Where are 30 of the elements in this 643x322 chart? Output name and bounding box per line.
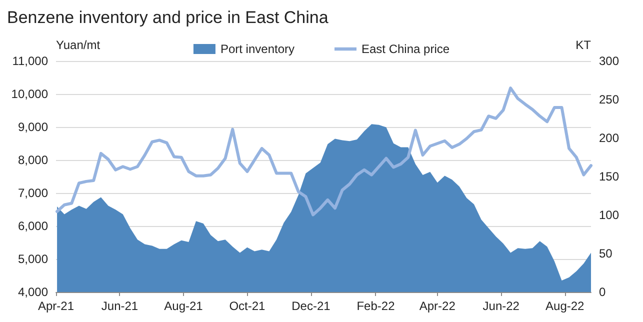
x-tick-label: Jun-22 (482, 299, 520, 313)
y2-axis-title: KT (576, 38, 592, 52)
y-tick-label: 8,000 (18, 153, 48, 167)
x-tick-label: Aug-21 (164, 299, 204, 313)
x-tick-label: Jun-21 (101, 299, 138, 313)
y2-tick-label: 100 (599, 208, 620, 222)
y2-tick-label: 0 (599, 285, 606, 299)
y-tick-label: 11,000 (12, 54, 48, 68)
chart-title: Benzene inventory and price in East China (7, 8, 329, 27)
y2-tick-label: 250 (599, 92, 620, 106)
y2-tick-label: 50 (599, 246, 613, 260)
x-tick-label: Oct-21 (229, 299, 266, 313)
y-axis-title: Yuan/mt (56, 38, 101, 52)
y-tick-label: 6,000 (18, 219, 48, 233)
x-tick-label: Dec-21 (292, 299, 331, 313)
x-tick-label: Feb-22 (356, 299, 396, 313)
x-tick-label: Apr-21 (38, 299, 74, 313)
x-tick-label: Aug-22 (546, 299, 585, 313)
y-tick-label: 10,000 (11, 87, 48, 101)
y-tick-label: 9,000 (18, 120, 48, 134)
y2-tick-label: 150 (599, 170, 620, 184)
y-tick-label: 5,000 (18, 252, 48, 266)
line-series (56, 86, 592, 216)
y-tick-label: 4,000 (18, 285, 48, 299)
legend-label: East China price (361, 42, 450, 56)
y-tick-label: 7,000 (18, 186, 48, 200)
y2-tick-label: 200 (599, 131, 620, 145)
x-tick-label: Apr-22 (419, 299, 456, 313)
legend-label: Port inventory (220, 42, 295, 56)
y2-tick-label: 300 (599, 54, 620, 68)
